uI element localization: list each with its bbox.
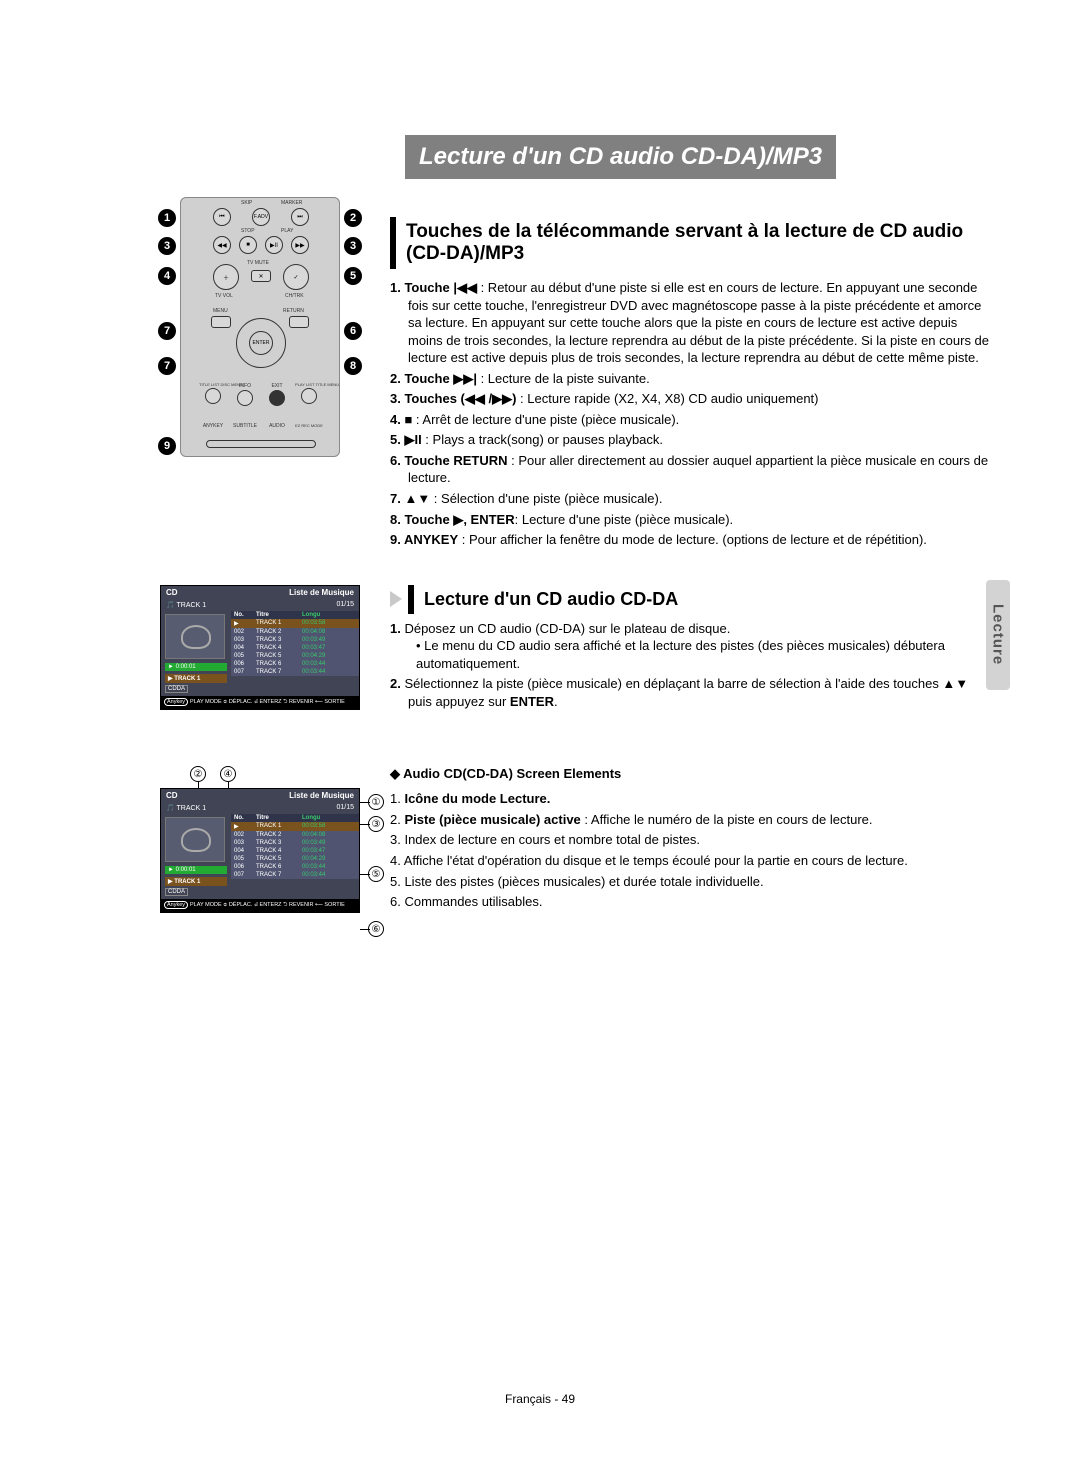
co-4: 4 bbox=[158, 267, 176, 285]
pointer-icon bbox=[390, 591, 402, 607]
subsection-remote-title: Touches de la télécommande servant à la … bbox=[390, 217, 990, 269]
co-1: 1 bbox=[158, 209, 176, 227]
co-9: 9 bbox=[158, 437, 176, 455]
cd-screen-2-annotated: ② ④ CDListe de Musique🎵 TRACK 101/15► 0:… bbox=[160, 766, 360, 913]
section-title: Lecture d'un CD audio CD-DA)/MP3 bbox=[405, 135, 836, 179]
co-6: 6 bbox=[344, 322, 362, 340]
page-footer: Français - 49 bbox=[0, 1392, 1080, 1406]
co-8: 8 bbox=[344, 357, 362, 375]
side-tab-label: Lecture bbox=[990, 604, 1007, 665]
co-5: 5 bbox=[344, 267, 362, 285]
co-3b: 3 bbox=[344, 237, 362, 255]
remote-diagram: ⏮ SKIP F.ADV MARKER ⏭ STOP PLAY ◀◀ ■ ▶II… bbox=[160, 197, 360, 457]
co-7a: 7 bbox=[158, 322, 176, 340]
co-3a: 3 bbox=[158, 237, 176, 255]
screen-elements-list: 1. Icône du mode Lecture.2. Piste (pièce… bbox=[390, 790, 990, 910]
co-2: 2 bbox=[344, 209, 362, 227]
side-tab-lecture: Lecture bbox=[986, 580, 1010, 690]
cd-screen-1: CDListe de Musique🎵 TRACK 101/15► 0:00:0… bbox=[160, 585, 360, 710]
subsection-screen-elements-title: Audio CD(CD-DA) Screen Elements bbox=[390, 766, 990, 782]
cdda-steps: 1. Déposez un CD audio (CD-DA) sur le pl… bbox=[390, 620, 990, 711]
co-7b: 7 bbox=[158, 357, 176, 375]
remote-button-descriptions: 1. Touche |◀◀ : Retour au début d'une pi… bbox=[390, 279, 990, 549]
subsection-cdda-title: Lecture d'un CD audio CD-DA bbox=[408, 585, 688, 614]
